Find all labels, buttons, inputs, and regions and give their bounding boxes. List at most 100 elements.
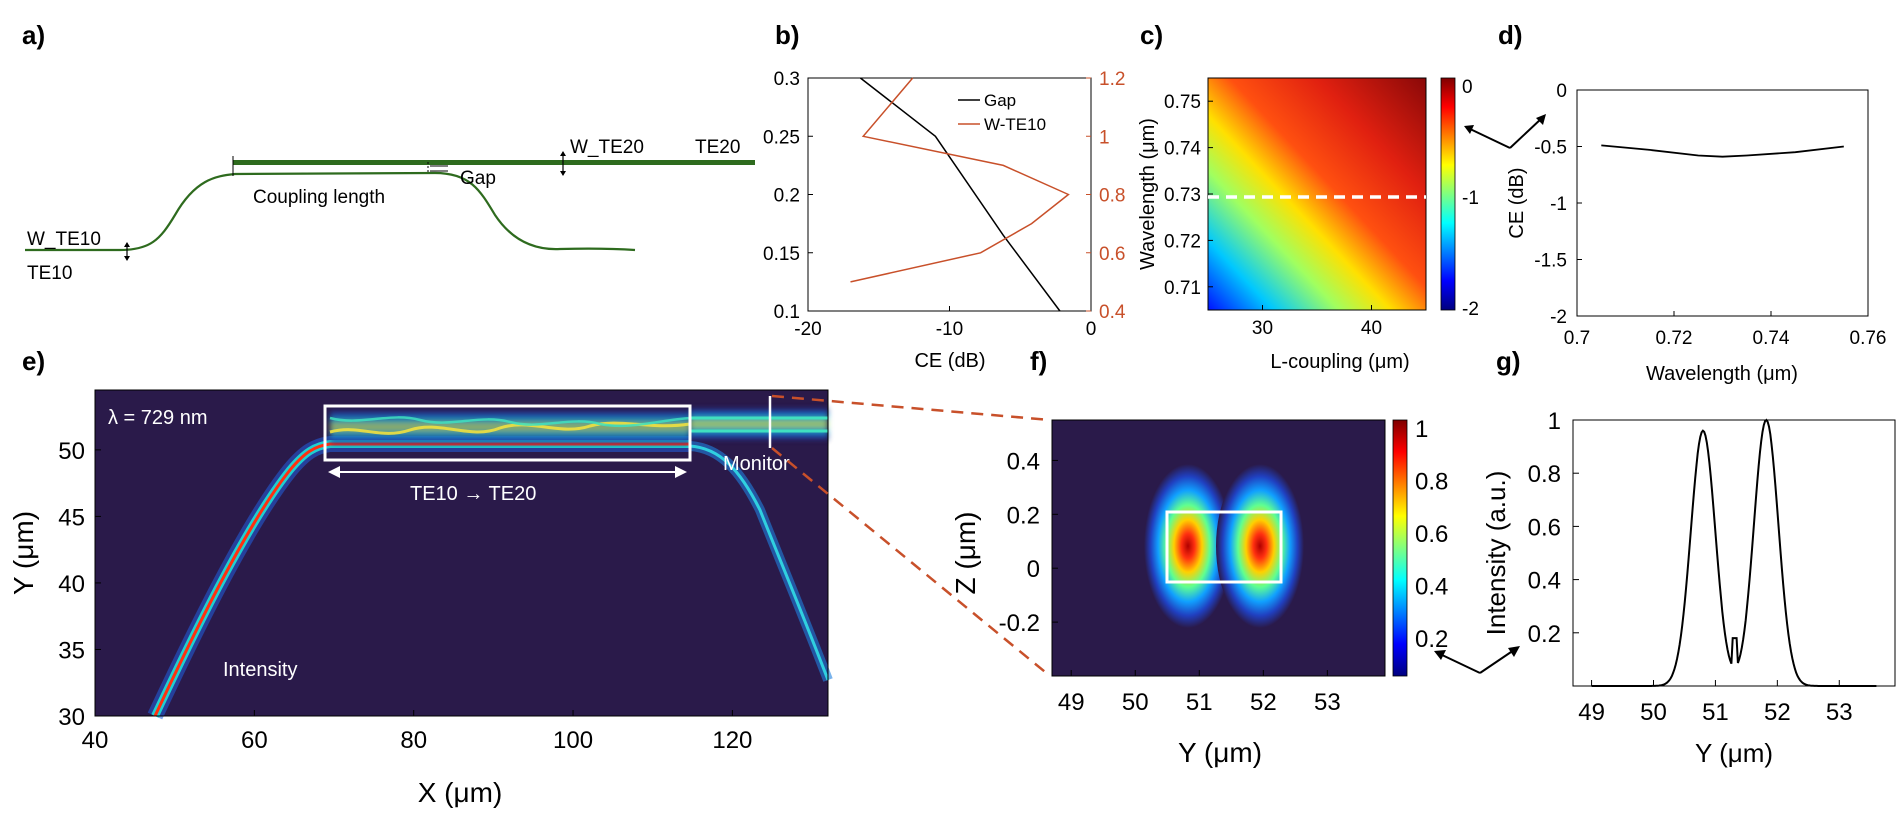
y-tick-label: -1 (1550, 194, 1567, 215)
colorbar-tick-label: -2 (1462, 299, 1479, 320)
colorbar-tick-label: 0.4 (1415, 573, 1448, 600)
axes-frame (94, 389, 829, 717)
axes-frame (1572, 419, 1896, 687)
coupler-box (323, 404, 692, 462)
pointer-arrowhead-right (1508, 646, 1520, 657)
waveguide-te20 (233, 160, 755, 165)
te20-output (690, 408, 828, 440)
heatmap-image (1208, 78, 1426, 310)
y-tick-label: 0 (1556, 81, 1567, 102)
panel-label-e: e) (22, 346, 45, 376)
x-tick-label: -10 (936, 319, 963, 340)
panel-g-chart: 49 50 51 52 53 0.2 0.4 0.6 0.8 1 Y (μm) Intensity… (1481, 408, 1896, 768)
y-tick-label-left: 0.3 (774, 69, 800, 90)
x-axis-label: X (μm) (418, 777, 503, 808)
pointer-arrowhead-left (1434, 650, 1446, 660)
y-tick-label: -0.5 (1534, 138, 1567, 159)
x-tick-label: -20 (794, 319, 821, 340)
y-tick-label: 45 (58, 504, 85, 531)
x-axis-label: Y (μm) (1695, 738, 1773, 768)
intensity-annotation: Intensity (223, 659, 297, 681)
y-tick-label: 0.4 (1007, 448, 1040, 475)
y-tick-label-left: 0.1 (774, 302, 800, 323)
y-axis-label: Intensity (a.u.) (1481, 471, 1511, 636)
panel-label-a: a) (22, 20, 45, 50)
label-gap: Gap (460, 168, 496, 189)
wavelength-annotation: λ = 729 nm (108, 407, 208, 429)
x-tick-label: 120 (712, 727, 752, 754)
tick-labels: 49 50 51 52 53 -0.2 0 0.2 0.4 (999, 448, 1341, 716)
coupler-mode-a (329, 421, 691, 435)
x-tick-label: 53 (1314, 689, 1341, 716)
mode-lobe-right (1216, 464, 1304, 628)
label-te10: TE10 (27, 263, 72, 284)
zoom-connector-top (771, 394, 1051, 422)
x-tick-label: 50 (1122, 689, 1149, 716)
axes-frame (807, 77, 1092, 312)
panel-label-b: b) (775, 20, 800, 50)
y-tick-label: 0.73 (1164, 185, 1201, 206)
series-line-gap (859, 77, 1061, 312)
x-tick-label: 52 (1764, 699, 1791, 726)
colorbar-tick-label: 0.6 (1415, 521, 1448, 548)
w-te20-arrowheads (560, 151, 566, 176)
panel-e-heatmap: λ = 729 nm TE10 → TE20 Intensity Monitor… (8, 389, 833, 808)
tick-labels: 40 60 80 100 120 30 35 40 45 50 (58, 438, 752, 754)
x-tick-label: 0.7 (1564, 328, 1590, 349)
data-series (850, 77, 1070, 312)
colorbar (1440, 77, 1456, 311)
y-tick-label: 40 (58, 571, 85, 598)
colorbar-ticks: 1 0.8 0.6 0.4 0.2 (1415, 416, 1448, 653)
series-line-w-te10 (850, 77, 1070, 283)
y-tick-label: 0.71 (1164, 278, 1201, 299)
y-tick-label: 35 (58, 637, 85, 664)
tick-marks: -20 -10 0 0.1 0.15 0.2 0.25 0.3 0.4 0.6 0.8 1 1.2 (763, 69, 1126, 340)
legend: Gap W-TE10 (958, 91, 1046, 134)
x-tick-label: 49 (1578, 699, 1605, 726)
mode-annotation: TE10 → TE20 (410, 483, 536, 505)
panel-label-c: c) (1140, 20, 1163, 50)
y-tick-label-left: 0.15 (763, 244, 800, 265)
tick-labels: 0.7 0.72 0.74 0.76 0 -0.5 -1 -1.5 -2 (1534, 81, 1886, 349)
x-tick-label: 0.76 (1850, 328, 1887, 349)
x-axis-label: CE (dB) (914, 350, 985, 372)
axes-frame (1051, 419, 1386, 677)
x-tick-label: 80 (400, 727, 427, 754)
y-axis-label: CE (dB) (1506, 167, 1528, 238)
waveguide-outline (1165, 510, 1283, 584)
panel-f-heatmap: 49 50 51 52 53 -0.2 0 0.2 0.4 1 0.8 0.6 0.4 0.2 Y (μ… (950, 416, 1520, 768)
monitor-annotation: Monitor (723, 453, 790, 475)
colorbar-tick-label: -1 (1462, 188, 1479, 209)
pointer-arrowhead-right (1536, 114, 1546, 125)
y-tick-label: -0.2 (999, 610, 1040, 637)
x-tick-label: 51 (1702, 699, 1729, 726)
y-tick-label: 1 (1548, 408, 1561, 435)
bend-core (689, 444, 830, 681)
y-tick-label: 0 (1027, 556, 1040, 583)
x-axis-label: L-coupling (μm) (1270, 351, 1409, 373)
tick-labels: 30 40 0.71 0.72 0.73 0.74 0.75 (1164, 92, 1382, 339)
ce-curve (1601, 144, 1844, 158)
y-axis-label: Y (μm) (8, 511, 39, 595)
pointer-arrowhead-left (1464, 125, 1474, 134)
panel-b-chart: -20 -10 0 0.1 0.15 0.2 0.25 0.3 0.4 0.6 0.8 1 1.2 Ga… (763, 69, 1126, 372)
mode-lobe-left (1144, 464, 1232, 628)
panel-a-schematic: W_TE20 TE20 Gap Coupling length W_TE10 T… (25, 137, 755, 284)
y-axis-label: Z (μm) (950, 512, 981, 595)
pointer-arrow-right (1509, 117, 1543, 149)
x-tick-label: 49 (1058, 689, 1085, 716)
w-te10-arrowheads (124, 242, 130, 261)
tick-labels: 49 50 51 52 53 0.2 0.4 0.6 0.8 1 (1528, 408, 1853, 726)
y-tick-label: -2 (1550, 307, 1567, 328)
y-tick-label: 0.74 (1164, 139, 1201, 160)
colorbar-tick-label: 0 (1462, 77, 1473, 98)
panel-c-heatmap: 30 40 0.71 0.72 0.73 0.74 0.75 0 -1 -2 L-couplin… (1137, 77, 1546, 373)
colorbar-ticks: 0 -1 -2 (1462, 77, 1479, 320)
y-tick-label-right: 0.6 (1099, 244, 1125, 265)
label-w-te10: W_TE10 (27, 229, 101, 250)
y-tick-label-right: 0.8 (1099, 186, 1125, 207)
y-tick-label: 0.2 (1528, 621, 1561, 648)
y-tick-label-right: 0.4 (1099, 302, 1126, 323)
y-tick-label-left: 0.25 (763, 127, 800, 148)
pointer-arrow-left (1439, 653, 1481, 674)
